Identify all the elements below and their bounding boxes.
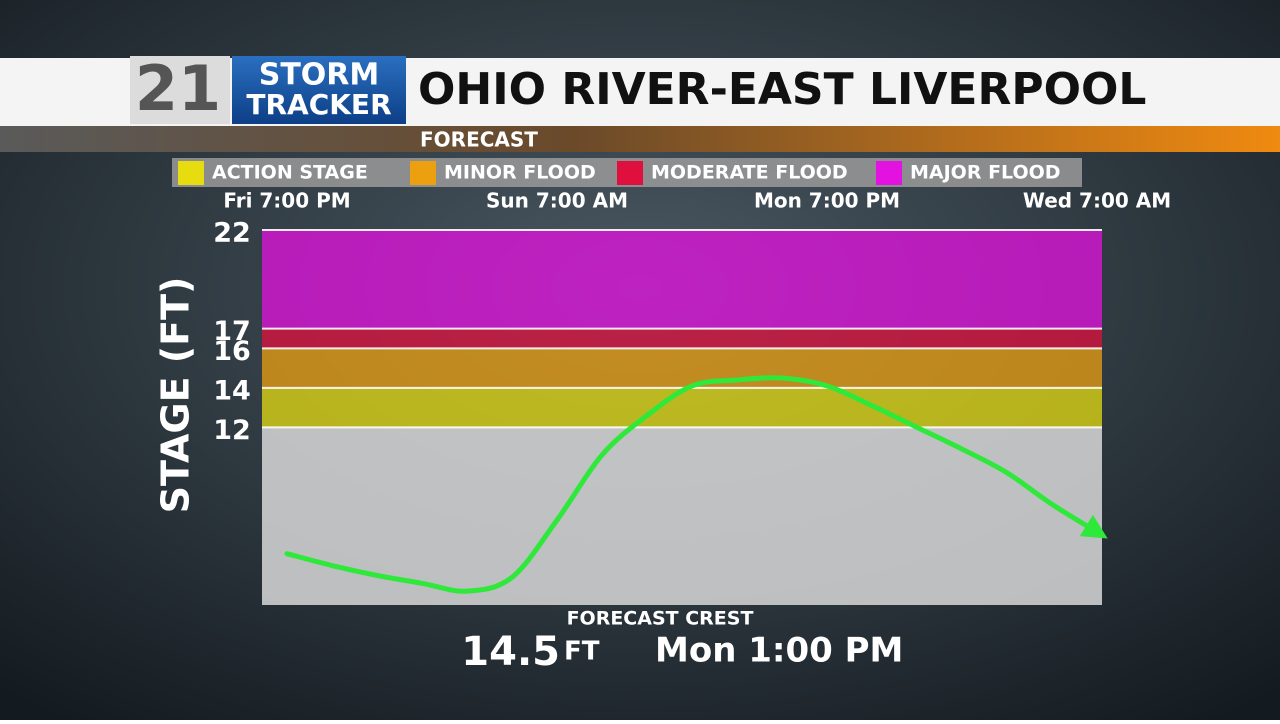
normal-area bbox=[262, 427, 1102, 605]
forecast-line bbox=[284, 375, 1108, 594]
y-tick-label: 12 bbox=[213, 415, 251, 446]
crest-value: 14.5 bbox=[461, 629, 560, 675]
legend-swatch bbox=[876, 161, 902, 185]
legend-swatch bbox=[617, 161, 643, 185]
y-tick-label: 17 bbox=[213, 316, 251, 347]
y-tick-label: 22 bbox=[213, 218, 251, 249]
y-axis-label: STAGE (FT) bbox=[154, 277, 198, 514]
logo-line1: STORM bbox=[259, 58, 380, 93]
logo-number-box bbox=[130, 56, 230, 124]
x-tick-label: Fri 7:00 PM bbox=[223, 189, 350, 213]
y-tick-label: 16 bbox=[213, 336, 251, 367]
x-tick-label: Wed 7:00 AM bbox=[1023, 189, 1171, 213]
logo-line2: TRACKER bbox=[246, 88, 391, 121]
stage-band bbox=[262, 387, 1102, 428]
chart-subtitle: FORECAST bbox=[420, 128, 538, 152]
y-tick-label: 14 bbox=[213, 375, 251, 406]
x-tick-label: Sun 7:00 AM bbox=[486, 189, 628, 213]
subtitle-banner bbox=[0, 126, 1280, 152]
stage-band bbox=[262, 328, 1102, 349]
stage-band bbox=[262, 230, 1102, 329]
x-tick-label: Mon 7:00 PM bbox=[754, 189, 900, 213]
legend-label: MINOR FLOOD bbox=[444, 162, 596, 184]
stage-band bbox=[262, 348, 1102, 388]
logo-box bbox=[232, 56, 406, 124]
legend-swatch bbox=[410, 161, 436, 185]
crest-unit: FT bbox=[564, 637, 600, 667]
legend-swatch bbox=[178, 161, 204, 185]
crest-label: FORECAST CREST bbox=[567, 608, 754, 630]
legend-label: ACTION STAGE bbox=[212, 162, 368, 184]
legend-label: MAJOR FLOOD bbox=[910, 162, 1061, 184]
logo-number: 21 bbox=[135, 52, 221, 125]
legend-label: MODERATE FLOOD bbox=[651, 162, 848, 184]
crest-time: Mon 1:00 PM bbox=[655, 631, 903, 671]
chart-title: OHIO RIVER-EAST LIVERPOOL bbox=[418, 64, 1146, 115]
